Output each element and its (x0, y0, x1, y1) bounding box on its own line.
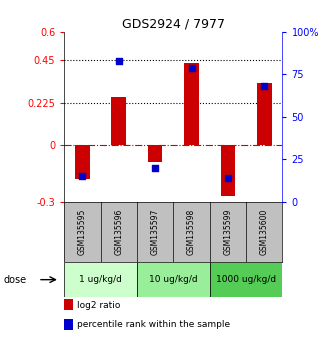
Text: 1000 ug/kg/d: 1000 ug/kg/d (216, 275, 276, 284)
Text: 1 ug/kg/d: 1 ug/kg/d (79, 275, 122, 284)
Point (225, 175, 230, 181)
Bar (210, 262, 282, 297)
Text: GSM135597: GSM135597 (151, 209, 160, 255)
Bar (64, 299, 73, 310)
Point (152, 165, 158, 171)
Text: GSM135598: GSM135598 (187, 209, 196, 255)
Point (262, 84, 267, 89)
Bar (64, 319, 73, 330)
Bar (221, 145, 235, 196)
Bar (111, 97, 126, 145)
Bar (75, 145, 90, 179)
Text: percentile rank within the sample: percentile rank within the sample (77, 320, 230, 330)
Point (116, 58, 121, 64)
Text: dose: dose (3, 275, 26, 285)
Text: GSM135599: GSM135599 (223, 209, 232, 255)
Text: GSM135595: GSM135595 (78, 209, 87, 255)
Point (189, 65, 194, 70)
Text: GSM135600: GSM135600 (260, 209, 269, 255)
Point (80, 173, 85, 179)
Text: GSM135596: GSM135596 (114, 209, 123, 255)
Text: 10 ug/kg/d: 10 ug/kg/d (149, 275, 198, 284)
Title: GDS2924 / 7977: GDS2924 / 7977 (122, 18, 225, 31)
Bar (64, 262, 137, 297)
Bar (148, 145, 162, 162)
Bar (184, 63, 199, 145)
Bar (257, 83, 272, 145)
Text: log2 ratio: log2 ratio (77, 301, 121, 310)
Bar (137, 262, 210, 297)
